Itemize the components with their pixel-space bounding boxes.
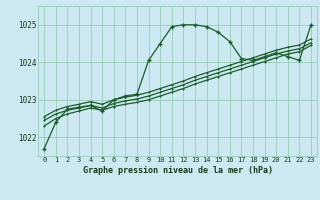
- X-axis label: Graphe pression niveau de la mer (hPa): Graphe pression niveau de la mer (hPa): [83, 166, 273, 175]
